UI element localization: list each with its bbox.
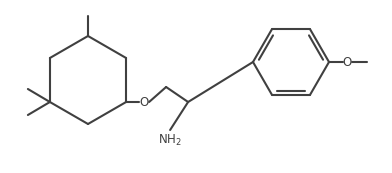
Text: O: O bbox=[140, 95, 149, 108]
Text: O: O bbox=[342, 56, 352, 69]
Text: NH$_2$: NH$_2$ bbox=[158, 133, 182, 148]
